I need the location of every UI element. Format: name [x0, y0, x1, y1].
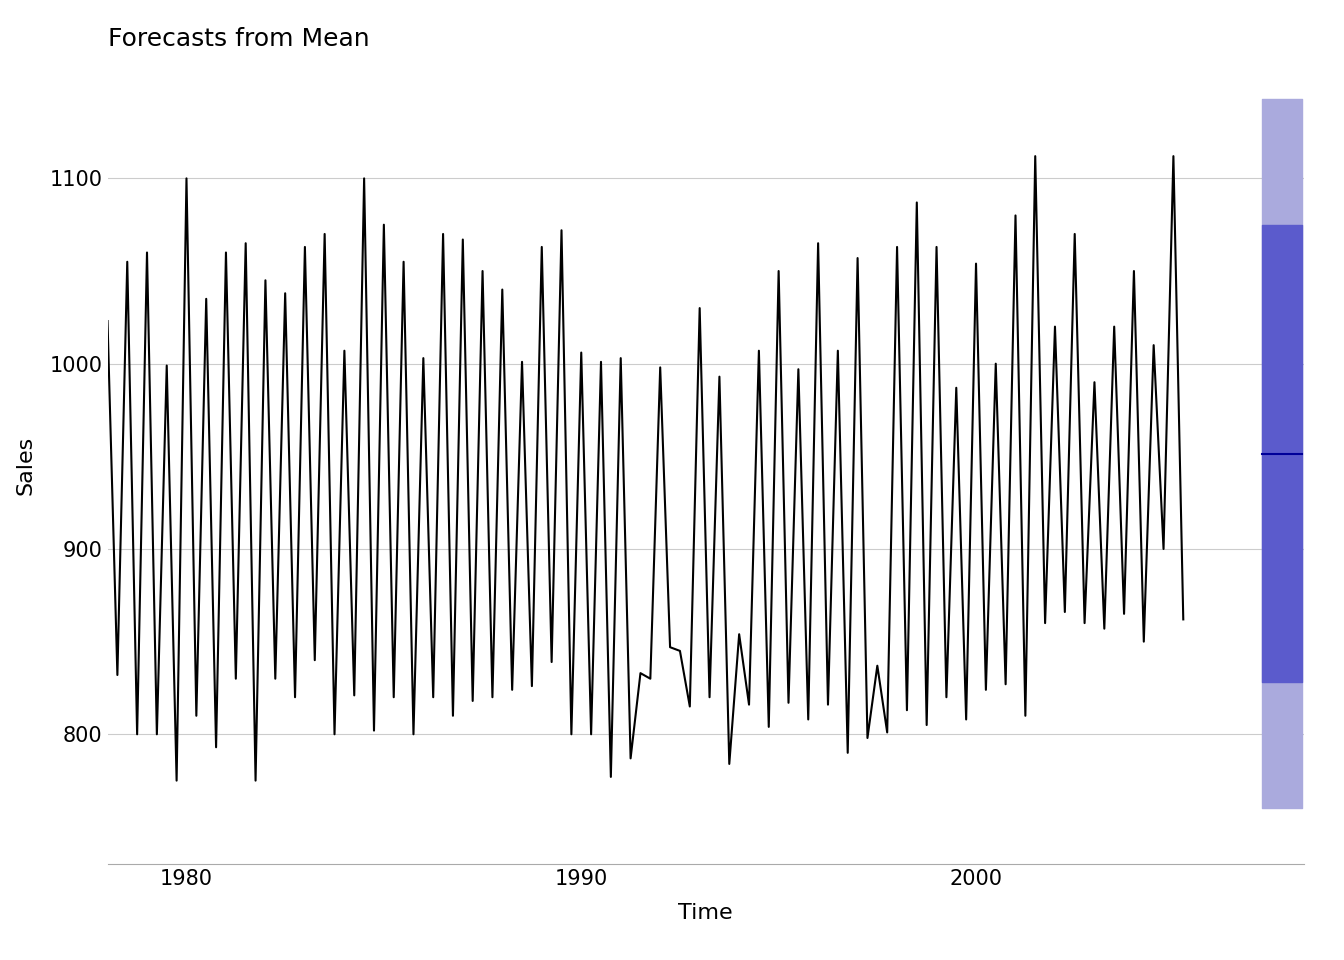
X-axis label: Time: Time [679, 902, 732, 923]
Y-axis label: Sales: Sales [16, 436, 36, 495]
Text: Forecasts from Mean: Forecasts from Mean [108, 28, 370, 52]
